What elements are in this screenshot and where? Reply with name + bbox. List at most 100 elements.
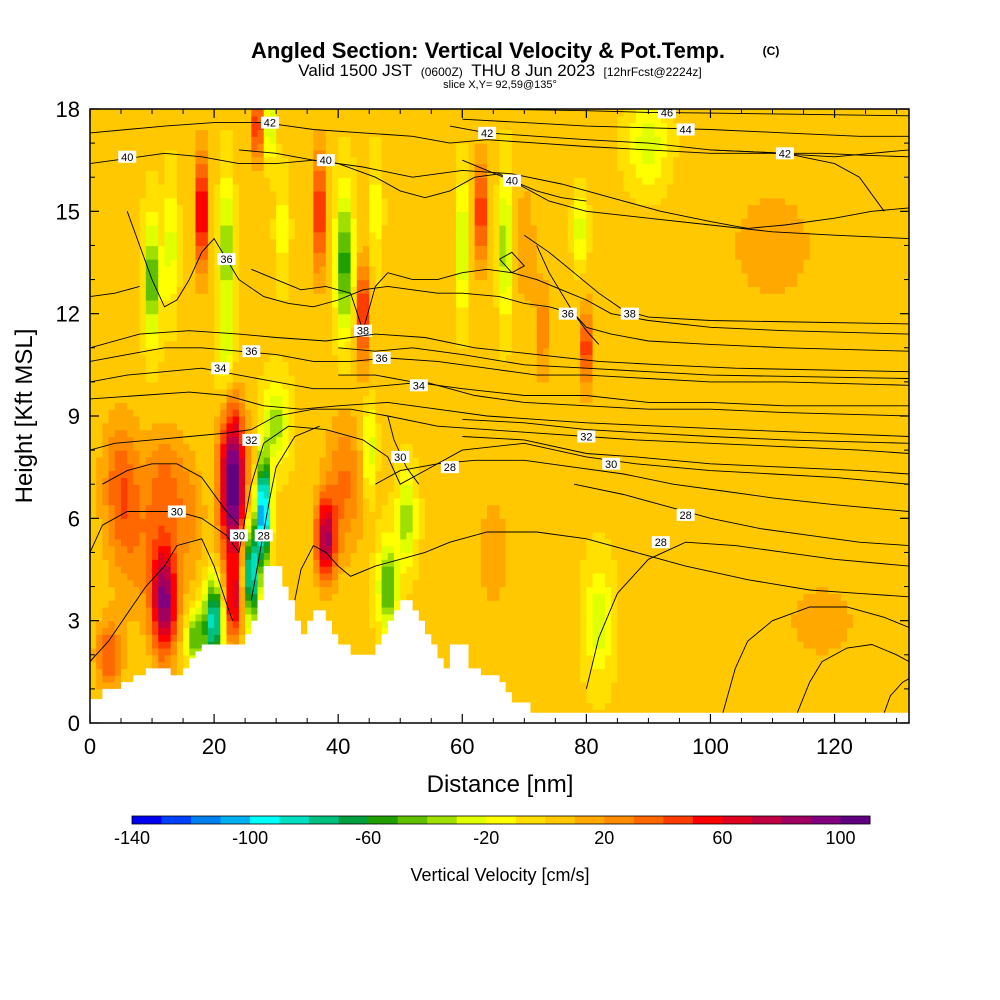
velocity-cell bbox=[207, 115, 215, 124]
velocity-cell bbox=[207, 320, 215, 328]
velocity-cell bbox=[276, 347, 283, 356]
velocity-cell bbox=[325, 184, 333, 192]
velocity-cell bbox=[102, 572, 110, 581]
velocity-cell bbox=[226, 170, 234, 178]
velocity-cell bbox=[381, 497, 389, 506]
velocity-cell bbox=[102, 122, 110, 131]
velocity-cell bbox=[164, 579, 172, 588]
velocity-cell bbox=[152, 450, 159, 458]
velocity-cell bbox=[338, 545, 345, 554]
velocity-cell bbox=[170, 395, 178, 403]
velocity-cell bbox=[338, 634, 345, 642]
velocity-cell bbox=[152, 184, 159, 192]
velocity-cell bbox=[288, 593, 296, 601]
velocity-cell bbox=[282, 388, 290, 397]
velocity-cell bbox=[220, 620, 228, 629]
velocity-cell bbox=[313, 579, 321, 588]
velocity-cell bbox=[152, 218, 159, 226]
velocity-cell bbox=[394, 211, 401, 219]
velocity-cell bbox=[418, 443, 426, 451]
velocity-cell bbox=[201, 368, 209, 376]
velocity-cell bbox=[425, 381, 432, 390]
velocity-cell bbox=[294, 497, 302, 506]
velocity-cell bbox=[96, 354, 103, 363]
velocity-cell bbox=[338, 613, 345, 622]
velocity-cell bbox=[201, 586, 209, 594]
velocity-cell bbox=[338, 272, 345, 281]
velocity-cell bbox=[251, 354, 259, 363]
velocity-cell bbox=[108, 163, 116, 171]
velocity-cell bbox=[257, 190, 265, 199]
velocity-cell bbox=[220, 245, 228, 253]
velocity-cell bbox=[331, 593, 339, 601]
velocity-cell bbox=[356, 607, 364, 615]
velocity-cell bbox=[356, 627, 364, 635]
velocity-cell bbox=[226, 190, 234, 199]
velocity-cell bbox=[282, 470, 290, 478]
velocity-cell bbox=[232, 620, 240, 629]
velocity-cell bbox=[170, 456, 178, 465]
velocity-cell bbox=[338, 197, 345, 206]
velocity-cell bbox=[381, 511, 389, 519]
velocity-cell bbox=[418, 429, 426, 438]
velocity-cell bbox=[127, 354, 135, 363]
velocity-cell bbox=[108, 654, 116, 663]
velocity-cell bbox=[145, 641, 153, 649]
velocity-cell bbox=[121, 320, 128, 328]
velocity-cell bbox=[282, 422, 290, 431]
velocity-cell bbox=[183, 115, 190, 124]
velocity-cell bbox=[387, 306, 395, 315]
velocity-cell bbox=[176, 218, 184, 226]
velocity-cell bbox=[220, 627, 228, 635]
velocity-cell bbox=[238, 491, 246, 499]
velocity-cell bbox=[183, 204, 190, 212]
velocity-cell bbox=[90, 361, 97, 369]
velocity-cell bbox=[412, 197, 420, 206]
velocity-cell bbox=[338, 381, 345, 390]
velocity-cell bbox=[257, 163, 265, 171]
velocity-cell bbox=[350, 511, 358, 519]
velocity-cell bbox=[387, 402, 395, 410]
velocity-cell bbox=[356, 218, 364, 226]
velocity-cell bbox=[232, 525, 240, 533]
velocity-cell bbox=[387, 607, 395, 615]
velocity-cell bbox=[269, 491, 277, 499]
velocity-cell bbox=[356, 484, 364, 492]
velocity-cell bbox=[220, 300, 228, 308]
velocity-cell bbox=[344, 306, 352, 315]
velocity-cell bbox=[331, 518, 339, 526]
velocity-cell bbox=[288, 340, 296, 349]
velocity-cell bbox=[158, 456, 166, 465]
velocity-cell bbox=[325, 340, 333, 349]
velocity-cell bbox=[207, 218, 215, 226]
velocity-cell bbox=[375, 429, 383, 438]
velocity-cell bbox=[201, 491, 209, 499]
velocity-cell bbox=[363, 538, 370, 547]
velocity-cell bbox=[381, 470, 389, 478]
velocity-cell bbox=[344, 470, 352, 478]
velocity-cell bbox=[158, 593, 166, 601]
velocity-cell bbox=[350, 190, 358, 199]
velocity-cell bbox=[257, 368, 265, 376]
velocity-cell bbox=[300, 190, 308, 199]
velocity-cell bbox=[220, 313, 228, 322]
velocity-cell bbox=[207, 231, 215, 240]
velocity-cell bbox=[90, 634, 97, 642]
velocity-cell bbox=[276, 491, 283, 499]
velocity-cell bbox=[232, 395, 240, 403]
velocity-cell bbox=[183, 245, 190, 253]
velocity-cell bbox=[96, 593, 103, 601]
velocity-cell bbox=[90, 682, 97, 690]
velocity-cell bbox=[288, 313, 296, 322]
velocity-cell bbox=[387, 491, 395, 499]
velocity-cell bbox=[381, 320, 389, 328]
slice-label: slice X,Y= 92,59@135° bbox=[443, 79, 557, 91]
velocity-cell bbox=[164, 654, 172, 663]
velocity-cell bbox=[127, 313, 135, 322]
velocity-cell bbox=[133, 320, 141, 328]
velocity-cell bbox=[257, 422, 265, 431]
velocity-cell bbox=[257, 252, 265, 260]
velocity-cell bbox=[375, 566, 383, 574]
velocity-cell bbox=[102, 218, 110, 226]
velocity-cell bbox=[238, 340, 246, 349]
